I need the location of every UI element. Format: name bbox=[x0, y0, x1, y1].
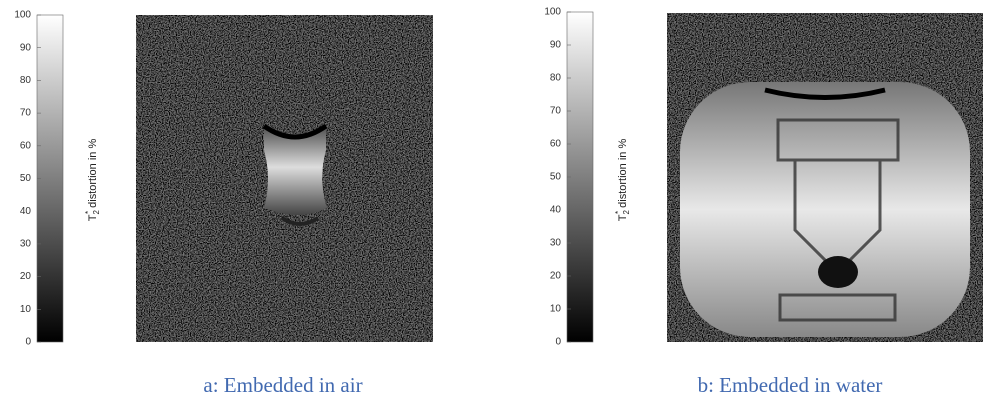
tick-label: 60 bbox=[550, 139, 562, 150]
tick-label: 30 bbox=[550, 238, 562, 249]
tick-label: 0 bbox=[555, 337, 561, 348]
tick-label: 20 bbox=[550, 271, 562, 282]
tick-label: 20 bbox=[20, 271, 32, 282]
tick-label: 40 bbox=[550, 205, 562, 216]
tick-label: 80 bbox=[20, 75, 32, 86]
tick-label: 70 bbox=[20, 108, 32, 119]
tick-label: 30 bbox=[20, 239, 32, 250]
caption: a: Embedded in air bbox=[203, 373, 362, 397]
tick-label: 10 bbox=[20, 304, 32, 315]
figure: 0102030405060708090100 T2* distortion in… bbox=[0, 0, 996, 401]
colorbar-label: T2* distortion in % bbox=[84, 139, 101, 222]
caption: b: Embedded in water bbox=[698, 373, 883, 397]
tick-label: 90 bbox=[20, 42, 32, 53]
tick-label: 50 bbox=[20, 173, 32, 184]
tick-label: 80 bbox=[550, 73, 562, 84]
panel-b: 0 10 20 30 40 50 60 70 80 90 100 T2* distortion in… bbox=[544, 7, 983, 397]
tick-label: 100 bbox=[14, 10, 31, 21]
mri-image bbox=[667, 13, 983, 342]
mri-image bbox=[136, 15, 433, 342]
colorbar-label: T2* distortion in % bbox=[614, 139, 631, 222]
panel-a: 0 10 20 30 40 50 60 70 80 90 100 T2* distortion in… bbox=[14, 10, 433, 397]
tick-label: 90 bbox=[550, 40, 562, 51]
tick-label: 0 bbox=[25, 337, 31, 348]
tick-label: 70 bbox=[550, 106, 562, 117]
tick-label: 10 bbox=[550, 304, 562, 315]
tick-label: 60 bbox=[20, 140, 32, 151]
tick-label: 40 bbox=[20, 206, 32, 217]
tick-label: 50 bbox=[550, 172, 562, 183]
tick-label: 100 bbox=[544, 7, 561, 18]
